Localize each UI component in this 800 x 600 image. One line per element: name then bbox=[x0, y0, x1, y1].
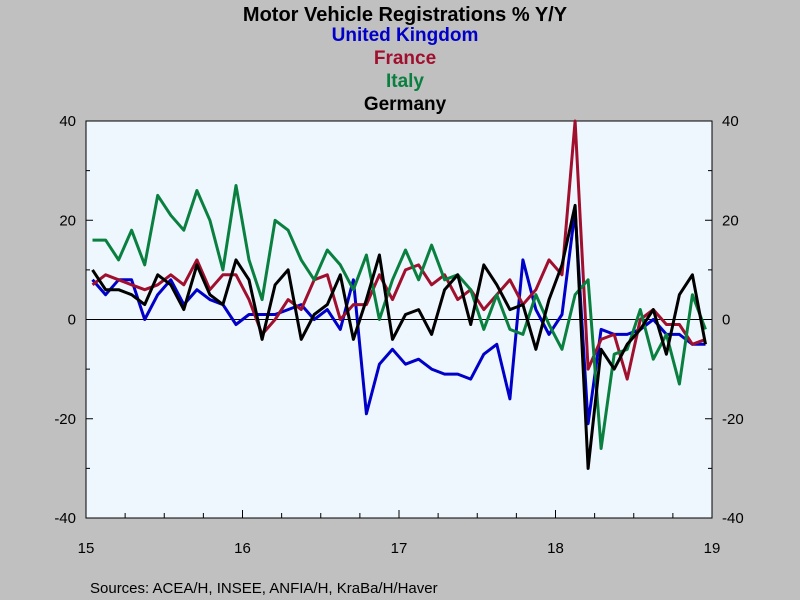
series-line-italy bbox=[92, 184, 707, 450]
series-line-france bbox=[91, 119, 707, 381]
legend-entry-germany: Germany bbox=[364, 94, 447, 115]
x-tick-label: 17 bbox=[391, 540, 408, 557]
y-tick-label-right: 20 bbox=[722, 212, 739, 229]
y-tick-label-left: 0 bbox=[68, 312, 76, 329]
y-tick-label-right: -40 bbox=[722, 510, 744, 527]
y-tick-label-right: 40 bbox=[722, 113, 739, 130]
x-tick-label: 15 bbox=[78, 540, 95, 557]
legend-entry-united-kingdom: United Kingdom bbox=[332, 25, 479, 46]
series-line-united-kingdom bbox=[91, 208, 706, 426]
y-tick-label-right: -20 bbox=[722, 411, 744, 428]
x-tick-label: 16 bbox=[234, 540, 251, 557]
y-axis-right: 40 20 0 -20 -40 bbox=[705, 113, 744, 527]
y-tick-label-left: 20 bbox=[59, 212, 76, 229]
y-tick-label-left: -20 bbox=[54, 411, 76, 428]
x-tick-label: 18 bbox=[547, 540, 564, 557]
series-line-germany bbox=[91, 203, 707, 470]
x-tick-label: 19 bbox=[704, 540, 721, 557]
legend-entry-france: France bbox=[374, 48, 436, 69]
y-axis-left: 40 20 0 -20 -40 bbox=[54, 113, 93, 527]
legend-entry-italy: Italy bbox=[386, 71, 424, 92]
x-axis: 15 16 17 18 19 bbox=[78, 510, 721, 557]
y-tick-label-right: 0 bbox=[722, 312, 730, 329]
y-tick-label-left: -40 bbox=[54, 510, 76, 527]
chart-title: Motor Vehicle Registrations % Y/Y bbox=[243, 4, 568, 26]
source-note: Sources: ACEA/H, INSEE, ANFIA/H, KraBa/H… bbox=[90, 580, 438, 597]
y-tick-label-left: 40 bbox=[59, 113, 76, 130]
